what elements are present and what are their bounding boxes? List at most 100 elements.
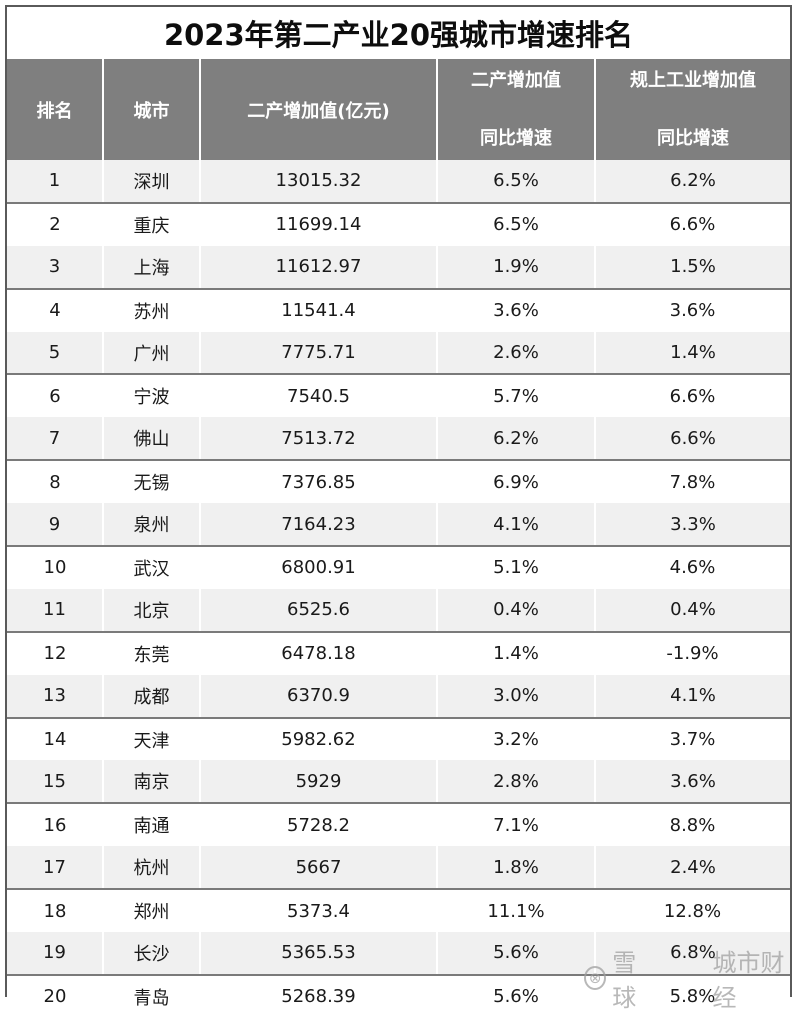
cell-city: 深圳 [103,160,200,203]
cell-industrial-growth: 3.6% [595,760,790,803]
table-header: 排名 城市 二产增加值(亿元) 二产增加值 同比增速 规上工业增加值 同比增速 [7,59,790,160]
cell-city: 无锡 [103,460,200,503]
cell-rank: 15 [7,760,103,803]
cell-value: 5365.53 [200,932,437,975]
cell-growth: 6.5% [437,160,595,203]
cell-rank: 10 [7,546,103,589]
header-growth-line1: 二产增加值 [438,70,594,92]
cell-growth: 2.6% [437,332,595,375]
cell-value: 5268.39 [200,975,437,1018]
cell-rank: 14 [7,718,103,761]
cell-value: 7164.23 [200,503,437,546]
page-title: 2023年第二产业20强城市增速排名 [7,7,790,59]
cell-value: 7513.72 [200,417,437,460]
cell-industrial-growth: 4.1% [595,675,790,718]
cell-rank: 4 [7,289,103,332]
cell-city: 东莞 [103,632,200,675]
cell-city: 天津 [103,718,200,761]
cell-value: 5929 [200,760,437,803]
cell-industrial-growth: 8.8% [595,803,790,846]
header-value: 二产增加值(亿元) [200,59,437,160]
cell-growth: 5.6% [437,975,595,1018]
cell-value: 7540.5 [200,374,437,417]
cell-industrial-growth: 1.4% [595,332,790,375]
cell-city: 上海 [103,246,200,289]
cell-value: 6370.9 [200,675,437,718]
cell-value: 5728.2 [200,803,437,846]
cell-city: 郑州 [103,889,200,932]
cell-value: 11612.97 [200,246,437,289]
cell-industrial-growth: 3.7% [595,718,790,761]
cell-city: 宁波 [103,374,200,417]
cell-rank: 7 [7,417,103,460]
cell-growth: 1.9% [437,246,595,289]
header-growth-line2: 同比增速 [438,128,594,150]
cell-rank: 12 [7,632,103,675]
cell-industrial-growth: 3.6% [595,289,790,332]
cell-rank: 2 [7,203,103,246]
cell-industrial-growth: 7.8% [595,460,790,503]
cell-industrial-growth: 6.6% [595,374,790,417]
cell-city: 泉州 [103,503,200,546]
cell-city: 成都 [103,675,200,718]
cell-industrial-growth: -1.9% [595,632,790,675]
cell-city: 南京 [103,760,200,803]
cell-city: 青岛 [103,975,200,1018]
cell-rank: 5 [7,332,103,375]
cell-value: 5667 [200,846,437,889]
cell-rank: 8 [7,460,103,503]
cell-value: 5373.4 [200,889,437,932]
cell-growth: 11.1% [437,889,595,932]
cell-industrial-growth: 6.8% [595,932,790,975]
cell-value: 7376.85 [200,460,437,503]
cell-rank: 6 [7,374,103,417]
cell-industrial-growth: 4.6% [595,546,790,589]
cell-value: 13015.32 [200,160,437,203]
cell-city: 广州 [103,332,200,375]
cell-city: 重庆 [103,203,200,246]
cell-rank: 20 [7,975,103,1018]
cell-industrial-growth: 0.4% [595,589,790,632]
header-industrial-growth-line1: 规上工业增加值 [596,70,790,92]
cell-industrial-growth: 6.6% [595,203,790,246]
cell-growth: 7.1% [437,803,595,846]
cell-city: 杭州 [103,846,200,889]
cell-growth: 6.9% [437,460,595,503]
cell-city: 南通 [103,803,200,846]
cell-growth: 3.0% [437,675,595,718]
cell-growth: 5.1% [437,546,595,589]
cell-value: 11541.4 [200,289,437,332]
cell-industrial-growth: 1.5% [595,246,790,289]
cell-industrial-growth: 2.4% [595,846,790,889]
cell-value: 7775.71 [200,332,437,375]
cell-rank: 17 [7,846,103,889]
cell-rank: 1 [7,160,103,203]
cell-city: 北京 [103,589,200,632]
cell-value: 6525.6 [200,589,437,632]
cell-growth: 0.4% [437,589,595,632]
header-industrial-growth-line2: 同比增速 [596,128,790,150]
cell-growth: 1.4% [437,632,595,675]
header-city: 城市 [103,59,200,160]
ranking-table: 排名 城市 二产增加值(亿元) 二产增加值 同比增速 规上工业增加值 同比增速 … [7,59,790,1018]
cell-growth: 5.7% [437,374,595,417]
cell-growth: 5.6% [437,932,595,975]
cell-value: 6800.91 [200,546,437,589]
cell-city: 佛山 [103,417,200,460]
cell-growth: 2.8% [437,760,595,803]
